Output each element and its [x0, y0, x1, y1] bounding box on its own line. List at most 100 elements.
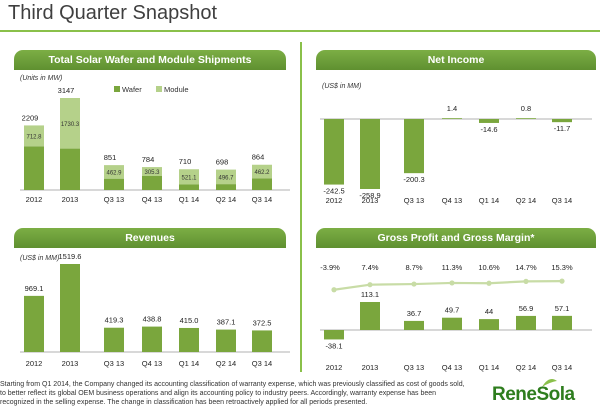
value-label: 44: [485, 307, 493, 316]
bar-gross-profit: [552, 315, 572, 330]
legend-label-module: Module: [164, 85, 189, 94]
x-tick-label: Q3 14: [252, 195, 272, 204]
footnote: Starting from Q1 2014, the Company chang…: [0, 381, 465, 406]
module-value-label: 521.1: [181, 175, 197, 181]
module-value-label: 496.7: [218, 175, 234, 181]
bar-gross-profit: [404, 320, 424, 330]
module-value-label: 462.9: [106, 170, 122, 176]
x-tick-label: 2013: [362, 196, 379, 205]
gross-margin-point: [486, 280, 492, 286]
x-tick-label: Q3 13: [404, 363, 424, 372]
shipments-unit-label: (Units in MW): [20, 75, 62, 82]
bar-revenue: [142, 326, 162, 352]
shipments-panel: Total Solar Wafer and Module Shipments: [14, 50, 286, 210]
gross-margin-label: 8.7%: [405, 263, 422, 272]
value-label: 1519.6: [59, 252, 82, 261]
x-tick-label: 2012: [26, 359, 43, 368]
value-label: 57.1: [555, 304, 570, 313]
revenues-unit-label: (US$ in MM): [20, 255, 59, 262]
bar-net-income: [442, 118, 462, 119]
legend-swatch-wafer: [114, 86, 120, 92]
bar-wafer: [216, 184, 236, 190]
bar-wafer: [252, 178, 272, 190]
x-tick-label: Q1 14: [479, 363, 499, 372]
value-label: 438.8: [143, 315, 162, 324]
company-logo: ReneSola: [492, 384, 575, 405]
x-tick-label: Q2 14: [216, 195, 236, 204]
total-value-label: 2209: [22, 113, 39, 122]
bar-net-income: [552, 119, 572, 123]
x-tick-label: Q4 13: [142, 195, 162, 204]
gross-margin-point: [449, 280, 455, 286]
gross-margin-point: [331, 287, 337, 293]
vertical-divider: [300, 42, 302, 372]
value-label: 36.7: [407, 309, 422, 318]
value-label: -11.7: [554, 124, 571, 133]
value-label: 419.3: [105, 316, 124, 325]
x-tick-label: Q3 13: [404, 196, 424, 205]
total-value-label: 3147: [58, 86, 75, 95]
bar-net-income: [360, 119, 380, 189]
gross-profit-chart: -38.1 2012 113.1 2013 36.7 Q3 13 49.7 Q4 13 44 Q1…: [320, 263, 592, 372]
value-label: 1.4: [447, 104, 457, 113]
bar-gross-profit: [516, 315, 536, 330]
gross-profit-panel-title: Gross Profit and Gross Margin*: [316, 228, 596, 248]
bar-revenue: [104, 327, 124, 352]
value-label: -242.5: [323, 187, 344, 196]
bar-module: [24, 125, 44, 147]
bar-wafer: [24, 146, 44, 190]
bar-module: [104, 165, 124, 179]
bar-net-income: [479, 119, 499, 123]
x-tick-label: Q4 13: [142, 359, 162, 368]
value-label: 969.1: [25, 284, 44, 293]
revenues-panel-title: Revenues: [14, 228, 286, 248]
x-tick-label: Q3 13: [104, 195, 124, 204]
bar-net-income: [324, 119, 344, 185]
revenues-panel: Revenues: [14, 228, 286, 368]
bar-module: [60, 98, 80, 149]
gross-margin-label: -3.9%: [320, 263, 340, 272]
bar-wafer: [142, 176, 162, 190]
module-value-label: 305.3: [144, 170, 160, 176]
total-value-label: 864: [252, 153, 265, 162]
bar-gross-profit: [324, 330, 344, 340]
x-tick-label: Q2 14: [216, 359, 236, 368]
gross-margin-point: [411, 281, 417, 287]
revenues-chart: (US$ in MM) 969.1 2012 1519.6 2013 419.3 Q3 13…: [20, 252, 290, 368]
value-label: 0.8: [521, 104, 531, 113]
x-tick-label: Q2 14: [516, 196, 536, 205]
value-label: -14.6: [480, 125, 497, 134]
gross-margin-label: 11.3%: [442, 263, 463, 272]
gross-margin-label: 14.7%: [515, 263, 537, 272]
module-value-label: 462.2: [254, 170, 270, 176]
bar-wafer: [179, 184, 199, 190]
module-value-label: 712.8: [26, 134, 42, 140]
x-tick-label: Q3 14: [252, 359, 272, 368]
gross-margin-point: [523, 278, 529, 284]
value-label: 387.1: [217, 318, 236, 327]
gross-profit-panel: Gross Profit and Gross Margin*: [316, 228, 596, 368]
bar-net-income: [516, 118, 536, 119]
bar-module: [216, 169, 236, 185]
value-label: -200.3: [403, 175, 424, 184]
bar-gross-profit: [360, 302, 380, 330]
bar-module: [252, 164, 272, 179]
total-value-label: 698: [216, 158, 229, 167]
value-label: 49.7: [445, 306, 460, 315]
leaf-icon: [542, 379, 557, 387]
value-label: 113.1: [361, 290, 379, 299]
gross-margin-point: [559, 278, 565, 284]
value-label: -38.1: [325, 341, 342, 350]
bar-gross-profit: [442, 317, 462, 330]
gross-margin-label: 10.6%: [478, 263, 500, 272]
bar-net-income: [404, 119, 424, 174]
bar-revenue: [60, 264, 80, 352]
x-tick-label: Q2 14: [516, 363, 536, 372]
gross-margin-label: 15.3%: [551, 263, 573, 272]
x-tick-label: Q4 13: [442, 196, 462, 205]
value-label: 415.0: [180, 316, 199, 325]
title-divider: [0, 30, 600, 32]
x-tick-label: Q3 14: [552, 196, 572, 205]
total-value-label: 710: [179, 157, 192, 166]
